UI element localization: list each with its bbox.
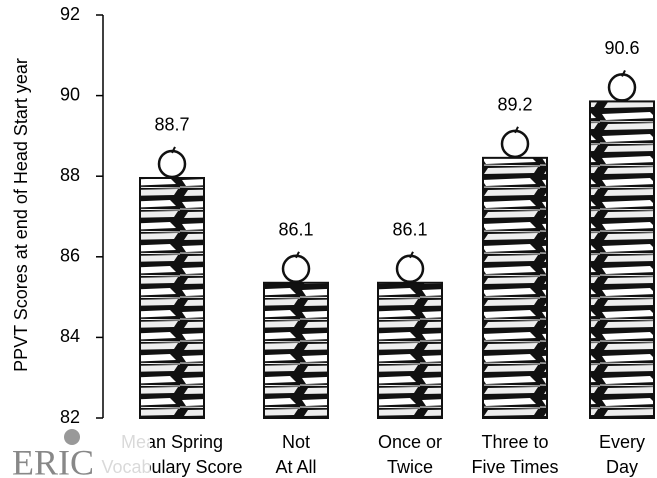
watermark: ERIC	[12, 442, 94, 478]
y-tick-label: 86	[60, 246, 80, 266]
y-tick-label: 88	[60, 165, 80, 185]
bar	[264, 253, 328, 418]
bar	[140, 148, 204, 418]
y-tick-label: 90	[60, 84, 80, 104]
bar	[483, 128, 547, 418]
y-tick-label: 84	[60, 326, 80, 346]
chart: PPVT Scores at end of Head Start year 82…	[0, 0, 657, 478]
x-tick-label: Twice	[387, 457, 433, 477]
y-tick-label: 92	[60, 4, 80, 24]
bar	[590, 71, 654, 418]
x-tick-label: At All	[275, 457, 316, 477]
value-label: 86.1	[278, 220, 313, 240]
value-label: 86.1	[392, 220, 427, 240]
x-tick-label: Three to	[481, 432, 548, 452]
x-tick-label: Once or	[378, 432, 442, 452]
x-tick-label: Day	[606, 457, 638, 477]
value-label: 89.2	[497, 95, 532, 115]
x-tick-label: Five Times	[471, 457, 558, 477]
value-label: 90.6	[604, 38, 639, 58]
x-tick-label: Not	[282, 432, 310, 452]
value-label: 88.7	[154, 115, 189, 135]
y-tick-label: 82	[60, 407, 80, 427]
y-axis-label: PPVT Scores at end of Head Start year	[11, 58, 31, 372]
bar	[378, 253, 442, 418]
x-tick-label: Every	[599, 432, 645, 452]
